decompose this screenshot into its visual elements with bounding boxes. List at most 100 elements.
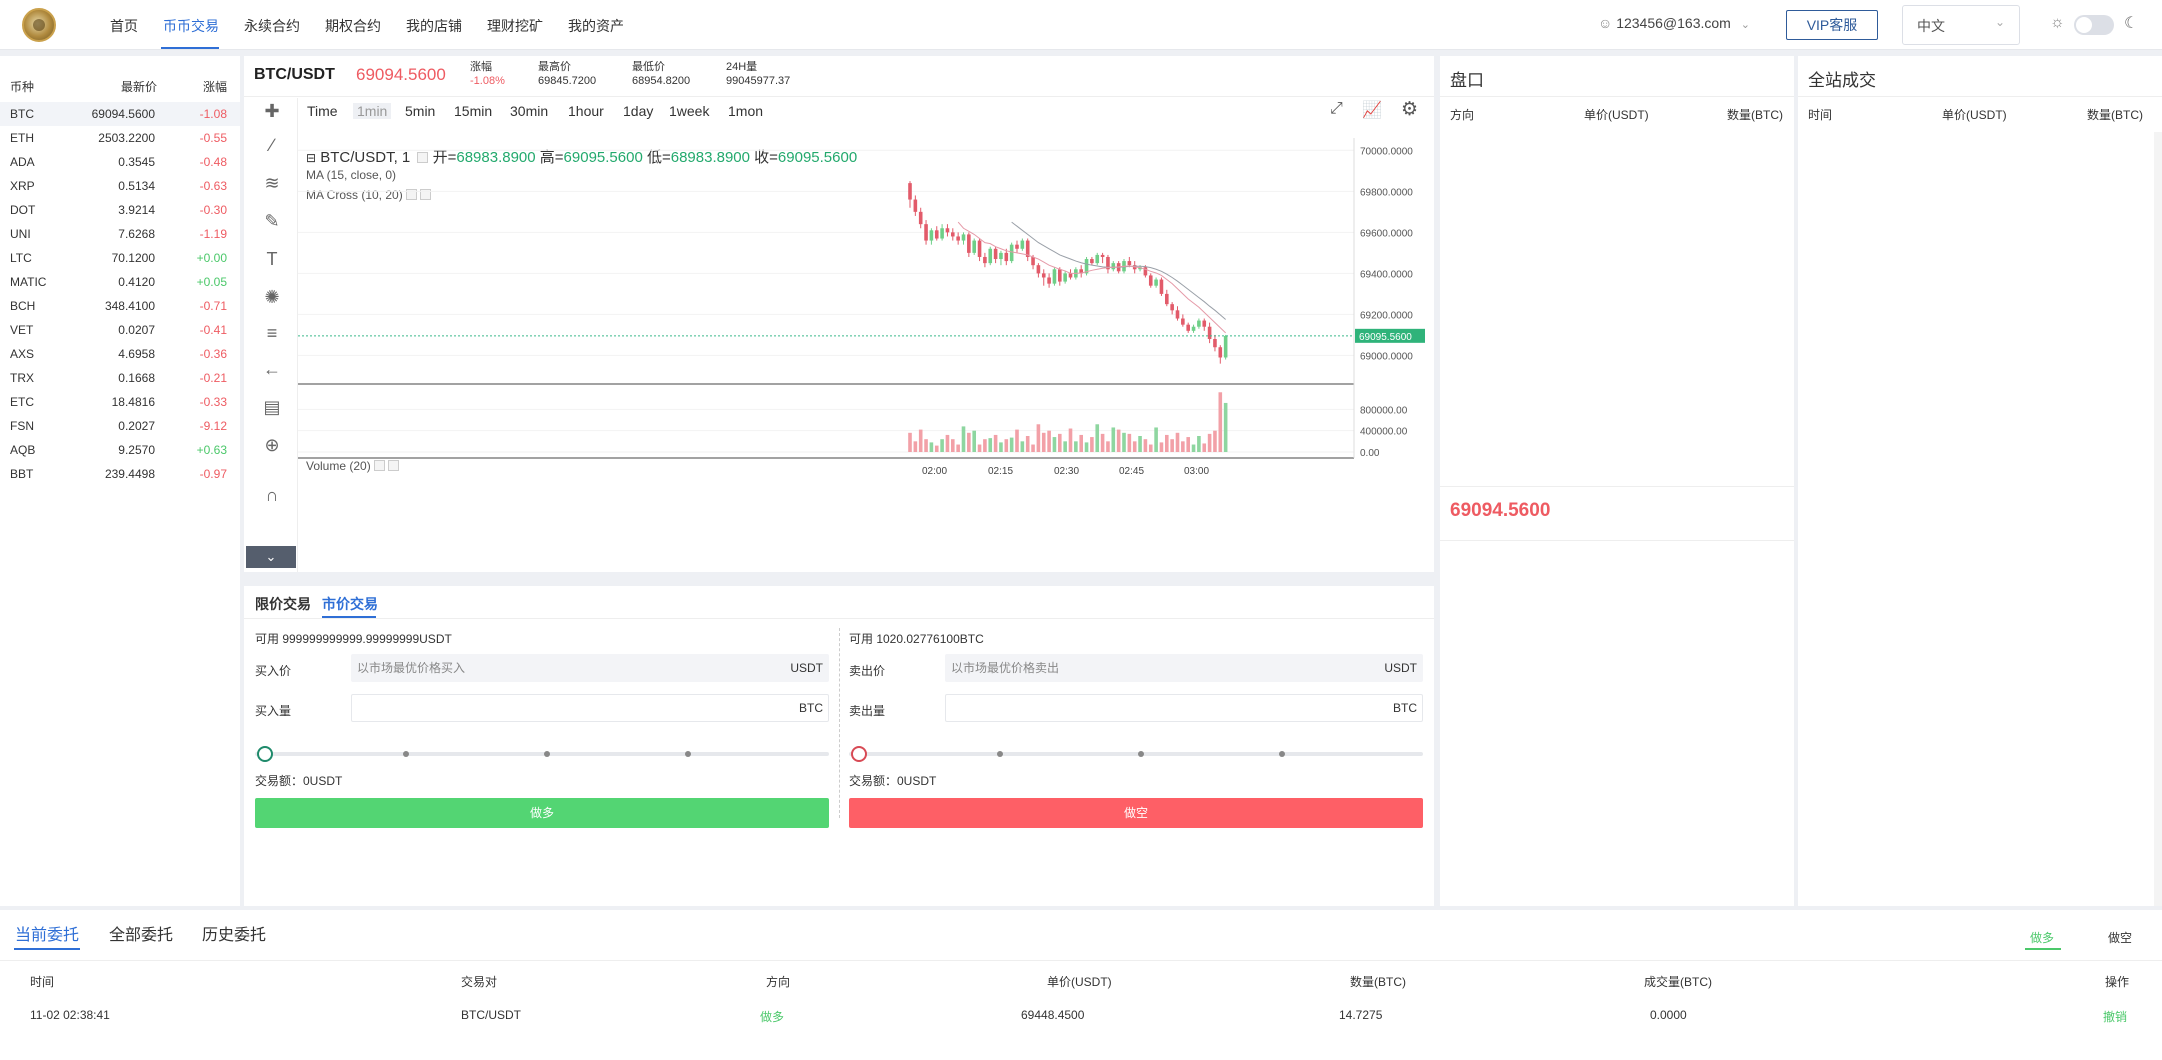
tf-30min[interactable]: 30min	[510, 103, 549, 119]
candle	[993, 248, 998, 260]
slider-handle[interactable]	[851, 746, 867, 762]
market-row-axs[interactable]: AXS 4.6958 -0.36	[0, 342, 240, 366]
market-row-aqb[interactable]: AQB 9.2570 +0.63	[0, 438, 240, 462]
market-row-matic[interactable]: MATIC 0.4120 +0.05	[0, 270, 240, 294]
trendline-icon[interactable]: ∕	[270, 135, 274, 155]
tab-market-order[interactable]: 市价交易	[322, 596, 378, 612]
kline-chart[interactable]: 70000.0000 69800.0000 69600.0000 69400.0000…	[298, 138, 1434, 558]
ma-legend: MA (15, close, 0)	[306, 168, 397, 182]
market-row-etc[interactable]: ETC 18.4816 -0.33	[0, 390, 240, 414]
indicators-icon[interactable]: 📈	[1362, 102, 1382, 119]
fullscreen-icon[interactable]: ⤢	[1330, 100, 1343, 117]
tf-5min[interactable]: 5min	[405, 103, 436, 119]
time-tick-label: 02:00	[922, 466, 947, 477]
market-row-bch[interactable]: BCH 348.4100 -0.71	[0, 294, 240, 318]
market-row-ada[interactable]: ADA 0.3545 -0.48	[0, 150, 240, 174]
close-icon[interactable]	[387, 460, 399, 471]
market-change: -0.36	[199, 347, 227, 361]
settings-icon[interactable]	[405, 189, 417, 200]
vip-service-button[interactable]: VIP客服	[1786, 10, 1878, 40]
logo[interactable]	[22, 8, 56, 42]
brush-icon[interactable]: ✎	[264, 211, 280, 231]
market-row-dot[interactable]: DOT 3.9214 -0.30	[0, 198, 240, 222]
nav-my-store[interactable]: 我的店铺	[406, 18, 462, 34]
tf-1week[interactable]: 1week	[669, 103, 710, 119]
ruler-icon[interactable]: ▤	[263, 397, 281, 417]
tf-15min[interactable]: 15min	[454, 103, 493, 119]
sell-short-button[interactable]: 做空	[849, 798, 1423, 828]
candle	[1058, 269, 1062, 282]
arrow-left-icon[interactable]: ←	[263, 359, 281, 379]
market-row-uni[interactable]: UNI 7.6268 -1.19	[0, 222, 240, 246]
nav-mining[interactable]: 理财挖矿	[487, 18, 543, 34]
col-header-symbol: 币种	[10, 80, 35, 94]
candle	[1041, 273, 1046, 278]
buy-price-field[interactable]: 以市场最优价格买入 USDT	[351, 654, 829, 682]
sell-amount-slider[interactable]	[849, 746, 1423, 762]
orders-col-time: 时间	[30, 975, 55, 989]
legend-open-label: 开=	[432, 149, 457, 166]
tab-history-orders[interactable]: 历史委托	[202, 927, 267, 944]
buy-amount-field[interactable]: BTC	[351, 694, 829, 722]
buy-amount-slider[interactable]	[255, 746, 829, 762]
nav-perpetual[interactable]: 永续合约	[244, 18, 300, 34]
theme-toggle[interactable]	[2074, 15, 2114, 35]
zoom-in-icon[interactable]: ⊕	[264, 435, 280, 455]
tab-all-orders[interactable]: 全部委托	[109, 927, 174, 944]
volume-bar	[1031, 444, 1035, 452]
filter-long[interactable]: 做多	[2030, 931, 2055, 945]
sell-amount-field[interactable]: BTC	[945, 694, 1423, 722]
market-row-fsn[interactable]: FSN 0.2027 -9.12	[0, 414, 240, 438]
tab-limit-order[interactable]: 限价交易	[255, 596, 311, 612]
tab-current-orders[interactable]: 当前委托	[15, 927, 80, 944]
market-row-ltc[interactable]: LTC 70.1200 +0.00	[0, 246, 240, 270]
book-last-price: 69094.5600	[1450, 500, 1551, 521]
volume-bar	[956, 444, 960, 452]
nav-options[interactable]: 期权合约	[325, 18, 381, 34]
market-price: 0.1668	[118, 371, 155, 385]
chevron-down-icon[interactable]: ⌄	[246, 546, 296, 568]
divider	[1440, 540, 1794, 541]
tf-1day[interactable]: 1day	[623, 103, 654, 119]
pattern-icon[interactable]: ✺	[264, 287, 280, 307]
market-row-bbt[interactable]: BBT 239.4498 -0.97	[0, 462, 240, 486]
volume-bar	[1058, 433, 1062, 452]
market-row-eth[interactable]: ETH 2503.2200 -0.55	[0, 126, 240, 150]
measure-icon[interactable]: ≡	[266, 323, 278, 343]
settings-icon[interactable]	[373, 460, 385, 471]
sell-price-field[interactable]: 以市场最优价格卖出 USDT	[945, 654, 1423, 682]
tf-1mon[interactable]: 1mon	[728, 103, 764, 119]
nav-assets[interactable]: 我的资产	[568, 18, 624, 34]
gear-icon[interactable]: ⚙	[1401, 99, 1419, 120]
buy-long-button[interactable]: 做多	[255, 798, 829, 828]
text-icon[interactable]: T	[266, 249, 278, 269]
scrollbar[interactable]	[2154, 132, 2162, 906]
nav-home[interactable]: 首页	[110, 18, 138, 34]
settings-icon[interactable]	[417, 152, 429, 163]
nav-spot[interactable]: 币币交易	[163, 18, 219, 34]
close-icon[interactable]	[419, 189, 431, 200]
market-price: 239.4498	[104, 467, 155, 481]
stat-low-value: 68954.8200	[632, 75, 691, 87]
slider-handle[interactable]	[257, 746, 273, 762]
language-select[interactable]: 中文 ⌄	[1902, 5, 2020, 45]
user-menu[interactable]: ☺ 123456@163.com ⌄	[1598, 15, 1750, 31]
candle	[999, 252, 1003, 260]
market-row-vet[interactable]: VET 0.0207 -0.41	[0, 318, 240, 342]
time-tick-label: 02:45	[1119, 466, 1144, 477]
market-row-btc[interactable]: BTC 69094.5600 -1.08	[0, 102, 240, 126]
divider	[1440, 96, 1794, 97]
candle	[1154, 279, 1158, 286]
magnet-icon[interactable]: ∩	[265, 485, 279, 505]
tf-1hour[interactable]: 1hour	[568, 103, 604, 119]
book-col-side: 方向	[1450, 108, 1475, 122]
collapse-icon[interactable]: ⊟	[306, 151, 317, 165]
filter-short[interactable]: 做空	[2108, 931, 2133, 945]
market-row-xrp[interactable]: XRP 0.5134 -0.63	[0, 174, 240, 198]
tf-1min[interactable]: 1min	[353, 103, 392, 119]
cancel-order-link[interactable]: 撤销	[2103, 1010, 2128, 1024]
tf-time[interactable]: Time	[307, 103, 338, 119]
fib-icon[interactable]: ≋	[264, 173, 280, 193]
crosshair-icon[interactable]: ✚	[264, 101, 280, 121]
market-row-trx[interactable]: TRX 0.1668 -0.21	[0, 366, 240, 390]
